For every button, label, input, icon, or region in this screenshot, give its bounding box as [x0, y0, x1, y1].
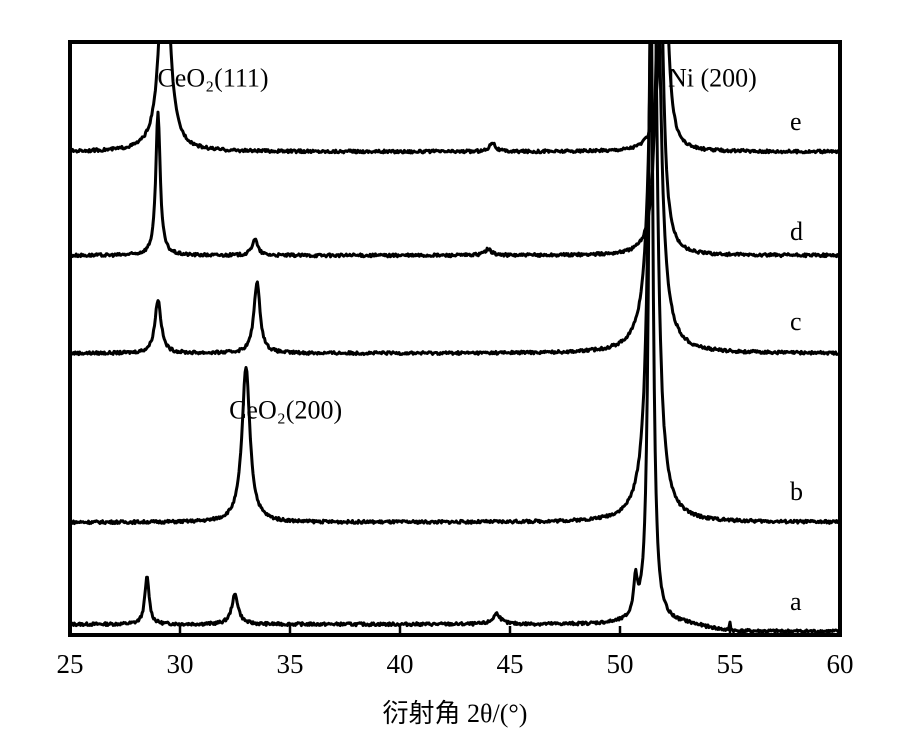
series-e-line — [70, 42, 840, 155]
series-d-line — [70, 42, 840, 259]
series-a-label: a — [790, 587, 802, 616]
x-tick-label: 30 — [167, 649, 194, 679]
peak-annotation: Ni (200) — [668, 64, 757, 93]
peak-annotation: CeO₂(111) — [157, 64, 268, 93]
x-axis-label: 衍射角 2θ/(°) — [383, 699, 528, 728]
series-e-label: e — [790, 107, 802, 136]
x-tick-label: 45 — [497, 649, 524, 679]
x-tick-label: 50 — [607, 649, 634, 679]
x-tick-label: 60 — [827, 649, 854, 679]
series-a-line — [70, 42, 840, 635]
series-b-line — [70, 42, 840, 526]
x-tick-label: 25 — [57, 649, 84, 679]
x-tick-label: 55 — [717, 649, 744, 679]
series-c-label: c — [790, 307, 802, 336]
peak-annotation: CeO₂(200) — [229, 396, 342, 425]
series-d-label: d — [790, 217, 803, 246]
series-b-label: b — [790, 477, 803, 506]
x-tick-label: 40 — [387, 649, 414, 679]
plot-frame — [68, 40, 842, 637]
x-tick-label: 35 — [277, 649, 304, 679]
series-c-line — [70, 42, 840, 357]
